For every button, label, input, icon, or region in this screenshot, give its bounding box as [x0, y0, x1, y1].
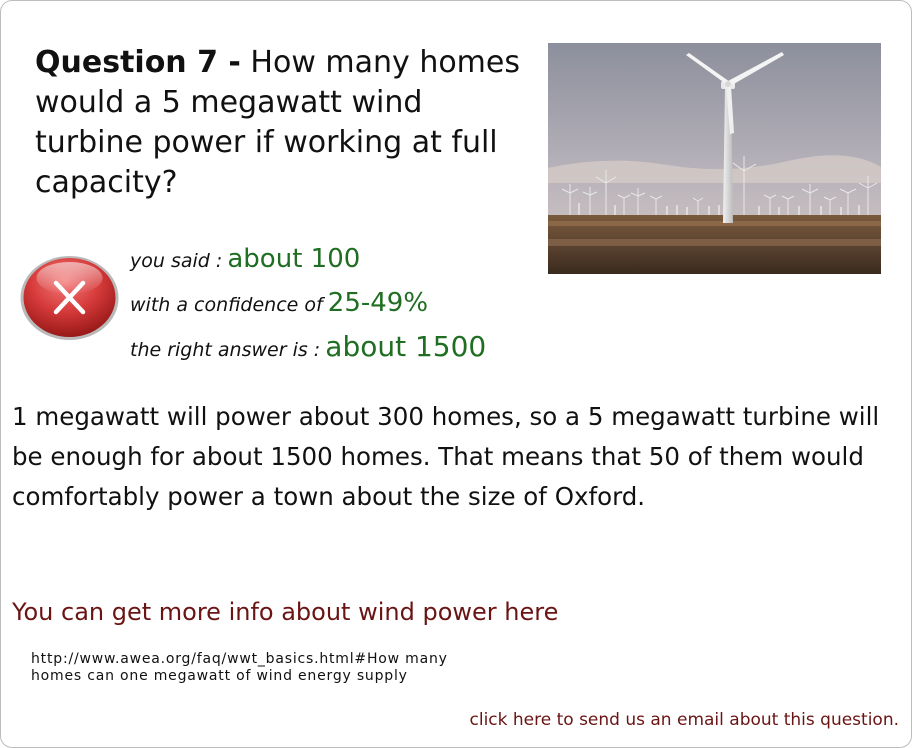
- email-feedback-link[interactable]: click here to send us an email about thi…: [469, 710, 900, 730]
- question-number: Question 7 -: [35, 45, 241, 80]
- wind-turbine-photo: [548, 43, 881, 274]
- more-info-link[interactable]: You can get more info about wind power h…: [12, 598, 559, 626]
- right-answer-value: about 1500: [325, 330, 487, 363]
- source-url: http://www.awea.org/faq/wwt_basics.html#…: [31, 651, 551, 685]
- source-url-line-1: http://www.awea.org/faq/wwt_basics.html#…: [31, 651, 448, 667]
- confidence-value: 25-49%: [327, 288, 429, 318]
- right-answer-row: the right answer is : about 1500: [130, 330, 486, 363]
- explanation-text: 1 megawatt will power about 300 homes, s…: [12, 402, 880, 511]
- confidence-row: with a confidence of 25-49%: [130, 288, 428, 318]
- you-said-label: you said :: [130, 250, 223, 272]
- right-answer-label: the right answer is :: [130, 339, 321, 361]
- question-text: Question 7 - How many homes would a 5 me…: [35, 43, 530, 203]
- confidence-label: with a confidence of: [130, 294, 323, 316]
- wrong-x-icon: [19, 254, 120, 341]
- you-said-value: about 100: [227, 244, 361, 274]
- you-said-row: you said : about 100: [130, 244, 360, 274]
- source-url-line-2: homes can one megawatt of wind energy su…: [31, 668, 408, 684]
- question-body: How many homes would a 5 megawatt wind t…: [35, 45, 520, 200]
